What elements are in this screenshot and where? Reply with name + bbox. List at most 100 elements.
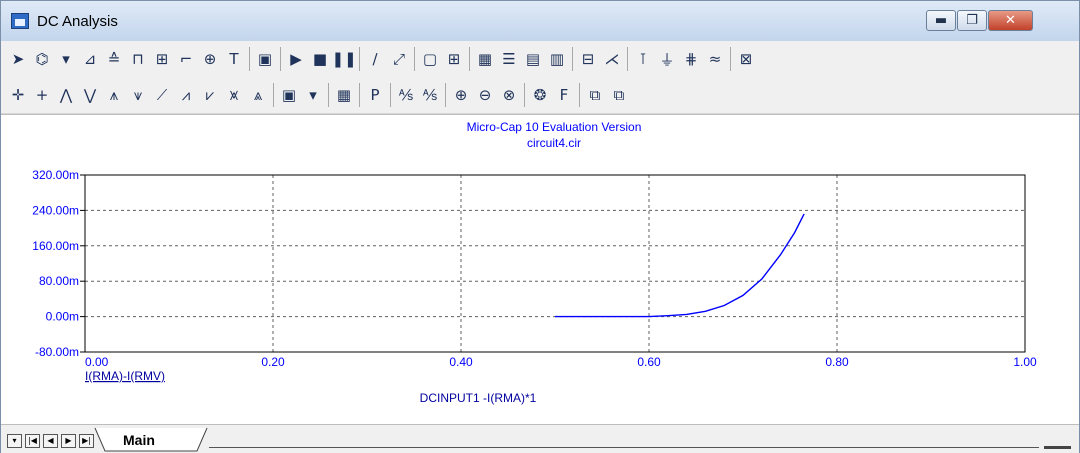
first-tab-button[interactable]: |◀ <box>25 434 40 448</box>
x-tick-label: 0.00 <box>85 355 109 369</box>
wire-icon[interactable]: ⊓ <box>132 50 144 68</box>
x-tick-label: 0.20 <box>261 355 285 369</box>
toolbar-separator <box>445 83 446 107</box>
junction-icon[interactable]: ⊕ <box>203 50 217 68</box>
node-icon[interactable]: ≙ <box>107 50 121 68</box>
grid-wire-icon[interactable]: ⊞ <box>155 50 169 68</box>
font-icon[interactable]: F <box>559 86 569 104</box>
select-arrow-icon[interactable]: ➤ <box>11 50 25 68</box>
low-icon[interactable]: ⩛ <box>133 86 143 104</box>
component-icon[interactable]: ⊿ <box>83 50 97 68</box>
properties-icon[interactable]: ▣ <box>257 50 273 68</box>
point-label-icon[interactable]: P <box>370 86 380 104</box>
main-toolbar: ➤ ⌬ ▾ ⊿ ≙ ⊓ ⊞ ⌐ ⊕ T ▣ ▶ ■ ❚❚ ∕ ⤢ ▢ ⊞ ▦ ☰ ▤ ▥ ⊟ ⋌ ⊺ ⏚ ⋕ ≈ ⊠ <box>1 41 1079 78</box>
toolbar-separator <box>328 83 329 107</box>
y-tick-label: -80.00m <box>35 345 79 359</box>
plot-frame <box>84 174 1026 353</box>
dropdown-arrow-icon[interactable]: ▾ <box>62 50 70 68</box>
toolbar-separator <box>249 47 250 71</box>
line-icon[interactable]: ∕ <box>372 50 378 68</box>
x-axis-label: DCINPUT1 -I(RMA)*1 <box>420 391 537 405</box>
last-tab-button[interactable]: ▶| <box>79 434 94 448</box>
probe-icon[interactable]: ⊺ <box>639 50 647 68</box>
palette-icon[interactable]: ▣ <box>281 86 297 104</box>
bus-icon[interactable]: ⌐ <box>179 50 193 68</box>
dc-analysis-plot[interactable]: Micro-Cap 10 Evaluation Version circuit4.… <box>1 115 1079 425</box>
close-button[interactable]: ✕ <box>988 10 1033 31</box>
zoom-in-icon[interactable]: ⊕ <box>454 86 468 104</box>
scale-y-icon[interactable]: ⅍ <box>422 86 438 104</box>
shape-tool-icon[interactable]: ⌬ <box>35 50 49 68</box>
x-tick-label: 0.80 <box>825 355 849 369</box>
toolbar-separator <box>280 47 281 71</box>
copy-icon[interactable]: ⧉ <box>589 86 601 104</box>
valley-icon[interactable]: ⋁ <box>83 86 97 104</box>
app-window-icon <box>11 13 29 29</box>
pause-icon[interactable]: ❚❚ <box>331 50 357 68</box>
diagonal-line-icon[interactable]: ⤢ <box>392 50 405 68</box>
tab-main[interactable]: Main <box>123 431 155 448</box>
plot-title: Micro-Cap 10 Evaluation Version <box>467 120 642 134</box>
branch-icon[interactable]: ⋕ <box>684 50 698 68</box>
tab-outline <box>94 427 208 452</box>
previous-tab-button[interactable]: ◀ <box>43 434 58 448</box>
global-low-icon[interactable]: ⩙ <box>229 86 239 104</box>
y-tick-label: 160.00m <box>32 239 79 253</box>
box-icon[interactable]: ▢ <box>422 50 438 68</box>
toolbar-separator <box>414 47 415 71</box>
tab-menu-button[interactable]: ▾ <box>7 434 22 448</box>
y-axis-label: I(RMA)-I(RMV) <box>85 369 165 383</box>
inflection-icon[interactable]: ⩘ <box>181 86 191 104</box>
frame-icon[interactable]: ▤ <box>525 50 541 68</box>
zoom-box-icon[interactable]: ⊠ <box>739 50 753 68</box>
text-tool-icon[interactable]: T <box>229 50 239 68</box>
y-tick-label: 80.00m <box>39 274 79 288</box>
global-high-icon[interactable]: ⩗ <box>205 86 215 104</box>
dropdown-arrow-icon[interactable]: ▾ <box>309 86 317 104</box>
color-wheel-icon[interactable]: ❂ <box>533 86 547 104</box>
zoom-out-icon[interactable]: ⊖ <box>478 86 492 104</box>
toolbar-separator <box>273 83 274 107</box>
toolbar-separator <box>390 83 391 107</box>
bar-pattern-icon[interactable]: ▦ <box>477 50 493 68</box>
peak-icon[interactable]: ⋀ <box>59 86 73 104</box>
horizontal-scroll-grip[interactable] <box>1044 446 1071 449</box>
analysis-toolbar: ✛ + ⋀ ⋁ ⩚ ⩛ ⟋ ⩘ ⩗ ⩙ ⩓ ▣ ▾ ▦ P ⅍ ⅍ ⊕ ⊖ ⊗ ❂ F ⧉ ⧉ <box>1 77 1079 114</box>
plot-area[interactable]: Micro-Cap 10 Evaluation Version circuit4.… <box>1 114 1079 425</box>
plot-subtitle: circuit4.cir <box>527 136 581 150</box>
tab-bar-divider <box>209 447 1039 448</box>
wave-icon[interactable]: ≈ <box>708 50 722 68</box>
top-icon[interactable]: ⩓ <box>253 86 263 104</box>
split-icon[interactable]: ▥ <box>549 50 565 68</box>
paste-icon[interactable]: ⧉ <box>613 86 625 104</box>
toolbar-separator <box>359 47 360 71</box>
toolbar-separator <box>627 47 628 71</box>
toolbar-separator <box>469 47 470 71</box>
page-tab-bar: ▾ |◀ ◀ ▶ ▶| Main <box>1 424 1079 453</box>
panel-icon[interactable]: ⊟ <box>581 50 595 68</box>
slope-icon[interactable]: ⟋ <box>156 86 168 104</box>
cursor-plus-icon[interactable]: + <box>35 86 49 104</box>
toolbar-separator <box>730 47 731 71</box>
minimize-button[interactable]: ▬ <box>926 10 956 31</box>
next-tab-button[interactable]: ▶ <box>61 434 76 448</box>
grid-icon[interactable]: ⊞ <box>447 50 461 68</box>
x-tick-label: 0.60 <box>637 355 661 369</box>
zoom-fit-icon[interactable]: ⊗ <box>502 86 516 104</box>
high-icon[interactable]: ⩚ <box>109 86 119 104</box>
run-icon[interactable]: ▶ <box>290 50 302 68</box>
table-icon[interactable]: ▦ <box>336 86 352 104</box>
toolbar-separator <box>579 83 580 107</box>
lines-pattern-icon[interactable]: ☰ <box>502 50 516 68</box>
title-bar[interactable]: DC Analysis ▬ ❐ ✕ <box>1 1 1079 41</box>
stop-icon[interactable]: ■ <box>312 50 328 68</box>
scale-x-icon[interactable]: ⅍ <box>398 86 414 104</box>
junction-dot-icon[interactable]: ⏚ <box>659 50 675 69</box>
x-tick-label: 1.00 <box>1013 355 1037 369</box>
toolbar-separator <box>524 83 525 107</box>
maximize-button[interactable]: ❐ <box>957 10 987 31</box>
x-tick-label: 0.40 <box>449 355 473 369</box>
cursor-icon[interactable]: ⋌ <box>604 50 620 68</box>
cursor-cross-icon[interactable]: ✛ <box>11 86 25 104</box>
